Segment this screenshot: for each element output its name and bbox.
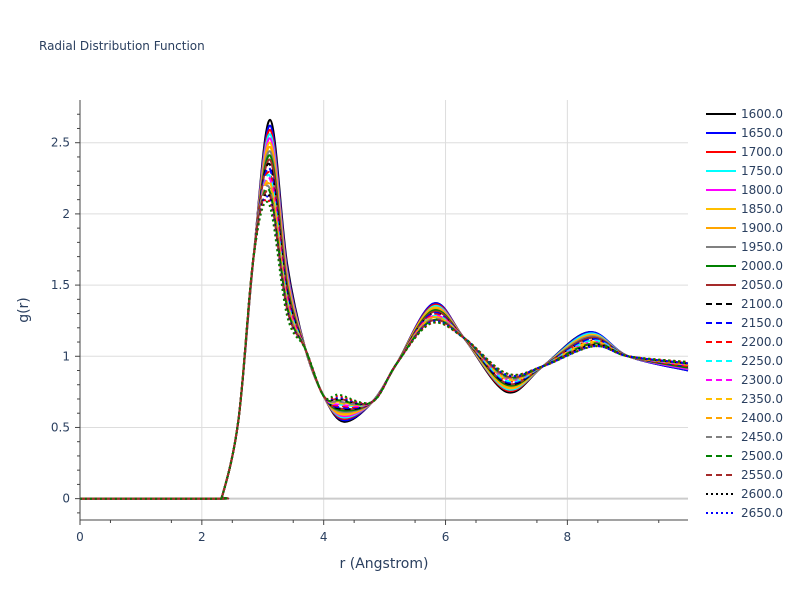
- legend-entry: 2000.0: [741, 259, 783, 273]
- series-line: [80, 150, 689, 500]
- y-tick-label: 1: [62, 349, 70, 363]
- x-tick-label: 6: [442, 530, 450, 544]
- legend-entry: 2450.0: [741, 430, 783, 444]
- grid: [80, 100, 688, 520]
- series-line: [80, 198, 689, 500]
- series-line: [80, 137, 689, 500]
- legend-entry: 1800.0: [741, 183, 783, 197]
- series-line: [80, 133, 689, 500]
- y-tick-label: 0: [62, 492, 70, 506]
- legend-entry: 2550.0: [741, 468, 783, 482]
- legend-entry: 1850.0: [741, 202, 783, 216]
- legend-entry: 2600.0: [741, 487, 783, 501]
- legend-entry: 2200.0: [741, 335, 783, 349]
- x-tick-label: 0: [76, 530, 84, 544]
- x-tick-label: 4: [320, 530, 328, 544]
- legend: 1600.0 1650.0 1700.0 1750.0 1800.0 1850.0 1900…: [706, 107, 783, 520]
- axes: [79, 100, 688, 521]
- series-line: [80, 158, 689, 500]
- legend-entry: 1900.0: [741, 221, 783, 235]
- series-line: [80, 195, 689, 500]
- y-tick-label: 0.5: [51, 420, 70, 434]
- legend-entry: 1700.0: [741, 145, 783, 159]
- legend-entry: 2350.0: [741, 392, 783, 406]
- series-line: [80, 118, 689, 500]
- legend-entry: 2250.0: [741, 354, 783, 368]
- legend-entry: 2100.0: [741, 297, 783, 311]
- y-axis-label: g(r): [16, 297, 32, 323]
- y-tick-label: 1.5: [51, 278, 70, 292]
- series-layer: [80, 118, 689, 500]
- x-axis-label: r (Angstrom): [340, 556, 429, 572]
- series-line: [80, 187, 689, 500]
- series-line: [80, 190, 689, 500]
- series-line: [80, 128, 689, 500]
- series-line: [80, 154, 689, 500]
- ticks: 0 2 4 6 8 0 0.5 1 1.5 2 2.5: [51, 113, 660, 544]
- legend-entry: 2400.0: [741, 411, 783, 425]
- legend-entry: 2150.0: [741, 316, 783, 330]
- series-line: [80, 141, 689, 500]
- y-tick-label: 2.5: [51, 136, 70, 150]
- legend-entry: 1600.0: [741, 107, 783, 121]
- x-tick-label: 2: [198, 530, 206, 544]
- series-line: [80, 200, 689, 500]
- x-tick-label: 8: [564, 530, 572, 544]
- y-tick-label: 2: [62, 207, 70, 221]
- legend-entry: 2050.0: [741, 278, 783, 292]
- legend-entry: 2650.0: [741, 506, 783, 520]
- legend-entry: 1750.0: [741, 164, 783, 178]
- legend-entry: 1650.0: [741, 126, 783, 140]
- chart-title: Radial Distribution Function: [39, 39, 205, 53]
- legend-entry: 2500.0: [741, 449, 783, 463]
- legend-entry: 1950.0: [741, 240, 783, 254]
- series-line: [80, 145, 689, 500]
- series-line: [80, 124, 689, 500]
- legend-entry: 2300.0: [741, 373, 783, 387]
